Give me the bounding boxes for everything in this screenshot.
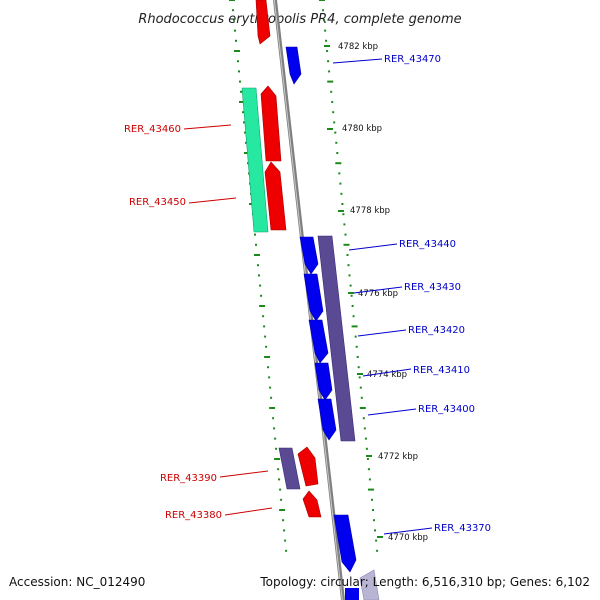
label-leader-rer-43460	[183, 124, 232, 130]
gene-arrow-rer-43410[interactable]	[314, 362, 333, 401]
gene-label-rer-43370[interactable]: RER_43370	[434, 523, 491, 534]
scale-label: 4772 kbp	[378, 452, 418, 462]
label-leader-rer-43430	[353, 286, 403, 294]
tick-marks	[229, 0, 379, 552]
gene-block-bottom[interactable]	[345, 588, 359, 600]
reverse-label-leaders	[183, 124, 273, 516]
gene-label-rer-43410[interactable]: RER_43410	[413, 365, 470, 376]
gene-arrow-rer-43470[interactable]	[285, 46, 302, 85]
outer-tick-row	[229, 0, 288, 552]
scale-label: 4770 kbp	[388, 533, 428, 543]
gene-label-rer-43400[interactable]: RER_43400	[418, 404, 475, 415]
genome-summary-text: Topology: circular; Length: 6,516,310 bp…	[259, 575, 590, 589]
reverse-gene-labels: RER_43460 RER_43450 RER_43390 RER_43380	[124, 124, 222, 521]
label-leader-rer-43390	[219, 470, 269, 478]
accession-text: Accession: NC_012490	[9, 575, 145, 589]
gene-arrow-rer-43440[interactable]	[299, 236, 319, 275]
gene-label-rer-43420[interactable]: RER_43420	[408, 325, 465, 336]
gene-arrow-rer-43400[interactable]	[317, 398, 337, 441]
operon-bar-rer-43390[interactable]	[278, 447, 301, 490]
gene-arrow-rer-43420[interactable]	[308, 319, 329, 364]
gene-label-rer-43460[interactable]: RER_43460	[124, 124, 181, 135]
label-leader-rer-43400	[367, 408, 417, 416]
label-leader-rer-43370	[383, 527, 433, 535]
scale-ticks	[324, 45, 383, 538]
label-leader-rer-43450	[188, 197, 237, 204]
forward-gene-labels: RER_43470 RER_43440 RER_43430 RER_43420 …	[384, 54, 491, 534]
label-leader-rer-43470	[332, 58, 383, 64]
gene-arrow-rer-43430[interactable]	[303, 273, 324, 322]
gene-label-rer-43380[interactable]: RER_43380	[165, 510, 222, 521]
scale-label: 4780 kbp	[342, 124, 382, 134]
label-leader-rer-43420	[357, 329, 407, 337]
scale-label: 4782 kbp	[338, 42, 378, 52]
gene-arrow-top-reverse[interactable]	[255, 0, 271, 45]
forward-strand-features	[285, 46, 380, 600]
scale-labels: 4782 kbp 4780 kbp 4778 kbp 4776 kbp 4774…	[338, 42, 428, 543]
label-leader-rer-43380	[224, 507, 273, 516]
gene-arrow-rer-43390[interactable]	[297, 446, 319, 487]
reverse-strand-features	[241, 0, 322, 518]
operon-bar-rer-43440-43400[interactable]	[317, 235, 356, 442]
gene-label-rer-43470[interactable]: RER_43470	[384, 54, 441, 65]
forward-label-leaders	[332, 58, 433, 535]
gene-label-rer-43390[interactable]: RER_43390	[160, 473, 217, 484]
gene-arrow-rer-43460[interactable]	[260, 85, 282, 162]
gene-arrow-rer-43370[interactable]	[333, 514, 357, 573]
gene-arrow-rer-43450[interactable]	[264, 161, 287, 231]
gene-label-rer-43450[interactable]: RER_43450	[129, 197, 186, 208]
gene-label-rer-43430[interactable]: RER_43430	[404, 282, 461, 293]
scale-label: 4774 kbp	[367, 370, 407, 380]
inner-tick-row	[319, 0, 379, 552]
gene-label-rer-43440[interactable]: RER_43440	[399, 239, 456, 250]
operon-bar-rer-43460-43450[interactable]	[241, 87, 269, 233]
label-leader-rer-43410	[362, 368, 412, 377]
map-title: Rhodococcus erythropolis PR4, complete g…	[138, 12, 461, 27]
operon-bar-bottom[interactable]	[359, 569, 380, 600]
label-leader-rer-43440	[348, 243, 398, 251]
gene-arrow-rer-43380[interactable]	[302, 490, 322, 518]
scale-label: 4776 kbp	[358, 289, 398, 299]
scale-label: 4778 kbp	[350, 206, 390, 216]
